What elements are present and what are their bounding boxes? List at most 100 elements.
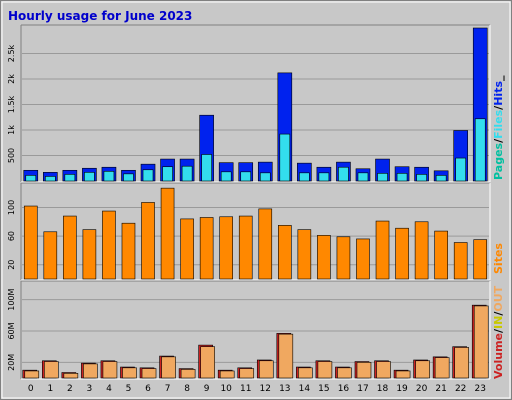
bar-sites (297, 229, 312, 280)
x-tick-label: 19 (396, 384, 408, 394)
bar-files (455, 157, 466, 182)
bar-sites (473, 239, 488, 280)
bar-sites (121, 222, 136, 280)
y-tick-label: 500 (7, 148, 16, 163)
panel-legend: Pages/Files/Hits_ (492, 75, 505, 180)
chart-panels: 5001k1.5k2k2.5kPages/Files/Hits_2060100S… (7, 24, 505, 394)
bar-out (395, 370, 411, 379)
x-tick-label: 13 (279, 384, 290, 394)
panel-sites: 20 60 100 Sites (7, 182, 505, 281)
x-tick-label: 18 (377, 384, 389, 394)
bar-sites (160, 187, 175, 280)
bar-files (64, 174, 76, 182)
bar-files (201, 154, 212, 182)
x-tick-label: 20 (416, 384, 428, 394)
legend-entry: Files (492, 109, 505, 139)
y-tick-label: 1k (7, 125, 16, 135)
x-tick-label: 9 (204, 384, 210, 394)
x-tick-label: 22 (455, 384, 466, 394)
x-tick-label: 1 (47, 384, 53, 394)
bar-sites (43, 231, 58, 280)
bar-out (376, 361, 391, 379)
legend-entry: OUT (492, 285, 505, 311)
panel-legend: Volume/IN/OUT (492, 285, 505, 379)
bar-sites (453, 242, 468, 280)
legend-entry: Volume (492, 333, 505, 379)
bar-sites (238, 215, 253, 280)
bar-files (162, 166, 173, 182)
x-tick-label: 7 (165, 384, 171, 394)
legend-entry: _ (492, 75, 505, 81)
y-tick-label: 2.5k (7, 44, 16, 62)
bar-files (259, 172, 271, 182)
legend-entry: / (492, 311, 505, 316)
x-tick-label: 14 (299, 384, 311, 394)
bar-files (416, 174, 427, 182)
bar-out (219, 370, 235, 379)
bar-files (142, 169, 154, 182)
bar-files (435, 175, 447, 182)
bar-out (63, 372, 79, 379)
x-tick-label: 11 (240, 384, 251, 394)
x-tick-label: 16 (338, 384, 350, 394)
bar-sites (356, 238, 370, 280)
x-tick-label: 17 (357, 384, 368, 394)
bar-out (356, 362, 372, 379)
bar-files (25, 175, 37, 182)
bar-files (338, 166, 349, 182)
bar-out (83, 363, 98, 379)
legend-entry: / (492, 138, 505, 143)
bar-files (103, 171, 115, 182)
panel-legend: Sites (492, 243, 505, 274)
bar-out (180, 369, 196, 379)
y-tick-label: 20M (7, 354, 16, 371)
bar-sites (82, 229, 97, 280)
bar-sites (336, 236, 351, 280)
bar-files (123, 173, 134, 182)
bar-out (24, 370, 40, 379)
bar-sites (434, 230, 448, 280)
bar-sites (180, 218, 194, 280)
bar-sites (258, 208, 273, 280)
bar-out (102, 361, 118, 379)
bar-files (220, 171, 232, 182)
x-tick-label: 8 (184, 384, 190, 394)
x-tick-label: 12 (260, 384, 271, 394)
x-tick-label: 4 (106, 384, 112, 394)
legend-entry: IN (492, 316, 505, 329)
legend-entry: / (492, 328, 505, 333)
bar-out (239, 368, 255, 379)
bar-sites (395, 227, 409, 280)
bar-files (84, 172, 95, 182)
bar-sites (219, 216, 233, 280)
legend-entry: / (492, 105, 505, 110)
bar-files (45, 176, 56, 182)
bar-sites (199, 217, 214, 280)
bar-out (298, 367, 313, 379)
bar-sites (375, 220, 390, 280)
y-tick-label: 60 (7, 231, 16, 241)
bar-files (318, 172, 330, 182)
x-tick-label: 21 (435, 384, 446, 394)
bar-sites (23, 205, 38, 280)
bar-out (258, 360, 274, 379)
bar-sites (141, 202, 155, 280)
bar-out (122, 367, 137, 379)
bar-out (434, 357, 450, 379)
x-tick-label: 2 (67, 384, 73, 394)
bar-out (44, 361, 59, 379)
bar-sites (317, 235, 331, 280)
bar-out (454, 347, 469, 379)
bar-files (377, 173, 388, 182)
bar-out (278, 333, 294, 379)
x-tick-label: 10 (220, 384, 232, 394)
bar-files (357, 172, 369, 182)
y-tick-label: 1.5k (7, 95, 16, 113)
bar-files (474, 118, 486, 182)
x-tick-label: 3 (87, 384, 93, 394)
